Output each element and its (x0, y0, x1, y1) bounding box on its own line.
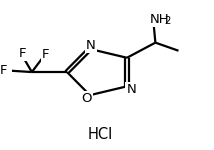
Text: O: O (81, 93, 92, 105)
Text: N: N (126, 83, 136, 96)
Text: F: F (0, 64, 7, 77)
Text: F: F (42, 48, 49, 61)
Text: 2: 2 (164, 16, 170, 26)
Text: NH: NH (150, 13, 169, 26)
Text: HCl: HCl (88, 127, 113, 142)
Text: F: F (19, 47, 26, 60)
Text: N: N (86, 39, 96, 52)
